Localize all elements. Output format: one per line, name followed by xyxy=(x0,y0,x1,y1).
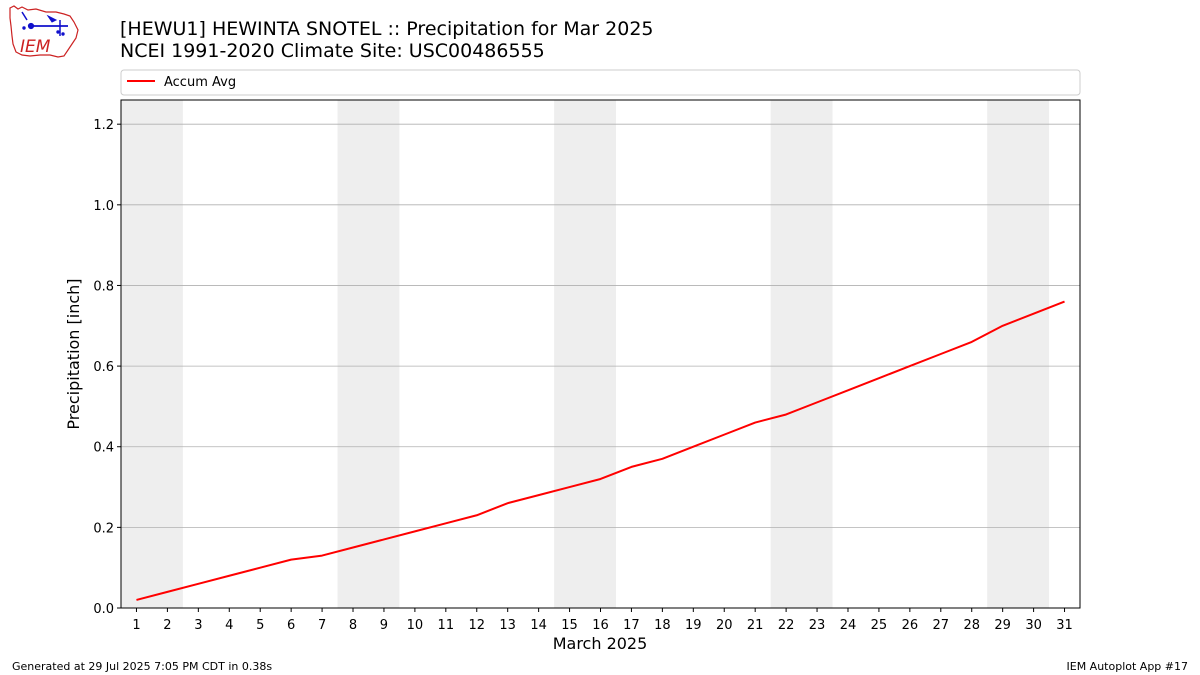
legend-label-accum-avg: Accum Avg xyxy=(164,75,236,90)
x-tick-label: 4 xyxy=(225,618,233,633)
x-tick-label: 31 xyxy=(1056,618,1073,633)
weather-station-icon xyxy=(21,11,68,36)
chart-subtitle: NCEI 1991-2020 Climate Site: USC00486555 xyxy=(120,40,545,62)
footer-app-text: IEM Autoplot App #17 xyxy=(1067,660,1189,673)
x-tick-label: 10 xyxy=(407,618,424,633)
x-tick-label: 28 xyxy=(963,618,980,633)
weekend-band-5 xyxy=(987,100,1050,608)
x-tick-label: 22 xyxy=(778,618,795,633)
weekend-band-1 xyxy=(121,100,183,608)
weekend-band-4 xyxy=(770,100,833,608)
x-tick-label: 15 xyxy=(561,618,578,633)
x-tick-label: 16 xyxy=(592,618,609,633)
x-tick-label: 27 xyxy=(933,618,950,633)
x-tick-label: 23 xyxy=(809,618,826,633)
x-tick-label: 25 xyxy=(871,618,888,633)
x-tick-label: 6 xyxy=(287,618,295,633)
weekend-bands xyxy=(121,100,1050,608)
x-tick-label: 30 xyxy=(1025,618,1042,633)
x-tick-label: 2 xyxy=(163,618,171,633)
chart-title: [HEWU1] HEWINTA SNOTEL :: Precipitation … xyxy=(120,18,654,40)
y-axis: 0.0 0.2 0.4 0.6 0.8 1.0 1.2 xyxy=(93,118,121,617)
series-layer xyxy=(136,300,1065,601)
x-tick-label: 8 xyxy=(349,618,357,633)
x-tick-label: 20 xyxy=(716,618,733,633)
legend-frame xyxy=(120,69,1081,96)
y-tick-label: 0.6 xyxy=(93,360,114,375)
x-tick-label: 11 xyxy=(438,618,455,633)
x-tick-label: 29 xyxy=(994,618,1011,633)
x-tick-label: 9 xyxy=(380,618,388,633)
x-tick-label: 24 xyxy=(840,618,857,633)
y-tick-label: 1.2 xyxy=(93,118,114,133)
weekend-band-2 xyxy=(337,100,400,608)
x-tick-label: 18 xyxy=(654,618,671,633)
y-tick-label: 1.0 xyxy=(93,199,114,214)
weekend-band-3 xyxy=(554,100,616,608)
x-tick-label: 1 xyxy=(132,618,140,633)
x-tick-label: 17 xyxy=(623,618,640,633)
y-tick-label: 0.0 xyxy=(93,602,114,617)
x-tick-label: 3 xyxy=(194,618,202,633)
x-tick-label: 19 xyxy=(685,618,702,633)
x-tick-label: 13 xyxy=(499,618,516,633)
logo-text: IEM xyxy=(20,37,51,57)
x-tick-label: 12 xyxy=(468,618,485,633)
legend: Accum Avg xyxy=(120,69,1081,96)
x-tick-label: 14 xyxy=(530,618,547,633)
x-tick-label: 7 xyxy=(318,618,326,633)
x-tick-label: 26 xyxy=(902,618,919,633)
x-axis: 1 2 3 4 5 6 7 8 9 10 11 12 13 14 15 16 17 18 19 20 21 22 23 24 2… xyxy=(132,608,1073,633)
y-axis-label: Precipitation [inch] xyxy=(64,278,83,429)
y-tick-label: 0.8 xyxy=(93,279,114,294)
iem-logo: IEM xyxy=(9,5,79,58)
footer-generated-text: Generated at 29 Jul 2025 7:05 PM CDT in … xyxy=(12,660,272,673)
x-axis-label: March 2025 xyxy=(553,634,648,653)
x-tick-label: 5 xyxy=(256,618,264,633)
x-tick-label: 21 xyxy=(747,618,764,633)
y-tick-label: 0.2 xyxy=(93,521,114,536)
y-tick-label: 0.4 xyxy=(93,441,114,456)
